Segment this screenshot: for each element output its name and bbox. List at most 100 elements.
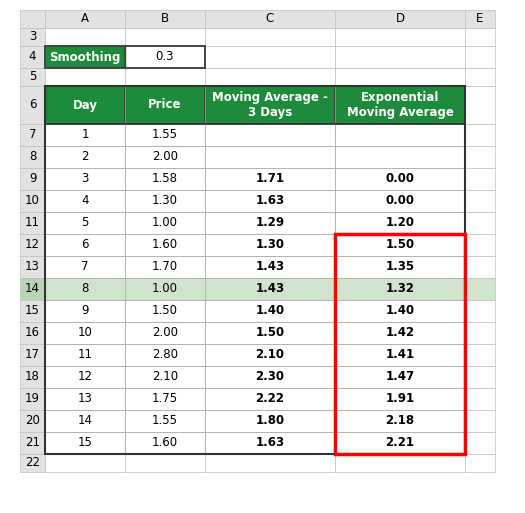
Text: 7: 7 xyxy=(81,261,89,273)
Bar xyxy=(205,46,335,68)
Text: 2: 2 xyxy=(81,150,89,164)
Bar xyxy=(45,432,125,454)
Bar xyxy=(125,410,205,432)
Bar xyxy=(45,212,125,234)
Bar xyxy=(20,68,45,86)
Bar xyxy=(335,28,465,46)
Bar xyxy=(205,410,335,432)
Bar xyxy=(20,410,45,432)
Bar xyxy=(205,388,335,410)
Bar xyxy=(205,256,335,278)
Bar xyxy=(45,10,125,28)
Text: 1.71: 1.71 xyxy=(256,172,285,186)
Bar xyxy=(45,300,125,322)
Text: 17: 17 xyxy=(25,348,40,362)
Text: 12: 12 xyxy=(78,370,92,384)
Text: 1.70: 1.70 xyxy=(152,261,178,273)
Text: 19: 19 xyxy=(25,392,40,405)
Text: 5: 5 xyxy=(29,70,36,84)
Text: 15: 15 xyxy=(25,305,40,318)
Text: 10: 10 xyxy=(78,326,92,340)
Bar xyxy=(125,124,205,146)
Bar xyxy=(45,388,125,410)
Bar xyxy=(20,278,45,300)
Bar xyxy=(335,212,465,234)
Bar xyxy=(205,432,335,454)
Bar xyxy=(335,190,465,212)
Bar xyxy=(335,256,465,278)
Text: 1.80: 1.80 xyxy=(256,415,285,427)
Bar xyxy=(205,146,335,168)
Text: 1.30: 1.30 xyxy=(152,194,178,207)
Bar xyxy=(465,190,495,212)
Bar xyxy=(125,86,205,124)
Bar xyxy=(125,366,205,388)
Bar xyxy=(125,278,205,300)
Bar xyxy=(125,68,205,86)
Text: D: D xyxy=(395,12,405,26)
Bar xyxy=(335,344,465,366)
Bar xyxy=(205,432,335,454)
Text: 15: 15 xyxy=(78,437,92,449)
Bar xyxy=(125,46,205,68)
Text: 1.29: 1.29 xyxy=(256,216,285,229)
Bar xyxy=(45,344,125,366)
Bar xyxy=(125,124,205,146)
Text: 22: 22 xyxy=(25,457,40,469)
Bar xyxy=(125,432,205,454)
Text: 3: 3 xyxy=(29,30,36,44)
Bar xyxy=(125,344,205,366)
Text: 2.00: 2.00 xyxy=(152,150,178,164)
Bar xyxy=(335,86,465,124)
Bar xyxy=(205,300,335,322)
Bar xyxy=(205,344,335,366)
Text: 1.47: 1.47 xyxy=(385,370,415,384)
Bar xyxy=(335,432,465,454)
Bar xyxy=(465,168,495,190)
Bar xyxy=(335,432,465,454)
Text: 2.10: 2.10 xyxy=(152,370,178,384)
Bar xyxy=(335,410,465,432)
Bar xyxy=(205,256,335,278)
Bar xyxy=(20,168,45,190)
Bar xyxy=(205,124,335,146)
Text: 10: 10 xyxy=(25,194,40,207)
Text: 13: 13 xyxy=(25,261,40,273)
Bar xyxy=(45,68,125,86)
Bar xyxy=(45,432,125,454)
Bar xyxy=(205,366,335,388)
Text: 5: 5 xyxy=(81,216,89,229)
Bar xyxy=(45,300,125,322)
Text: 2.22: 2.22 xyxy=(256,392,285,405)
Bar xyxy=(335,86,465,124)
Text: 1.50: 1.50 xyxy=(256,326,285,340)
Bar xyxy=(45,28,125,46)
Text: 18: 18 xyxy=(25,370,40,384)
Bar xyxy=(125,410,205,432)
Text: 1.42: 1.42 xyxy=(385,326,415,340)
Text: 1.75: 1.75 xyxy=(152,392,178,405)
Bar xyxy=(125,278,205,300)
Bar xyxy=(465,300,495,322)
Text: 0.00: 0.00 xyxy=(385,194,415,207)
Text: 1.40: 1.40 xyxy=(385,305,415,318)
Bar xyxy=(335,168,465,190)
Bar xyxy=(125,190,205,212)
Bar xyxy=(125,366,205,388)
Bar xyxy=(335,256,465,278)
Text: 2.80: 2.80 xyxy=(152,348,178,362)
Text: 12: 12 xyxy=(25,239,40,251)
Bar xyxy=(45,410,125,432)
Bar xyxy=(335,388,465,410)
Bar xyxy=(125,300,205,322)
Text: 1.41: 1.41 xyxy=(385,348,415,362)
Text: 8: 8 xyxy=(81,283,89,295)
Text: 6: 6 xyxy=(29,98,36,111)
Bar xyxy=(125,256,205,278)
Bar xyxy=(125,256,205,278)
Text: 14: 14 xyxy=(78,415,92,427)
Text: 20: 20 xyxy=(25,415,40,427)
Bar xyxy=(45,322,125,344)
Bar xyxy=(125,322,205,344)
Bar xyxy=(20,454,45,472)
